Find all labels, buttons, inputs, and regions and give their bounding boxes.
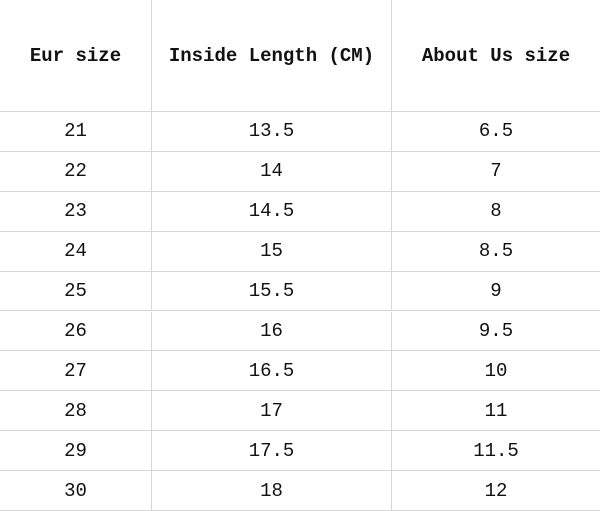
table-cell: 17 [152, 391, 392, 432]
table-cell: 8.5 [392, 232, 600, 272]
table-cell: 25 [0, 271, 152, 312]
table-cell: 29 [0, 431, 152, 472]
table-cell: 17.5 [152, 431, 392, 472]
table-cell: 14 [152, 151, 392, 192]
table-cell: 28 [0, 391, 152, 432]
table-cell: 15.5 [152, 271, 392, 312]
table-cell: 10 [392, 351, 600, 392]
header-cell: Inside Length (CM) [152, 0, 392, 112]
table-cell: 27 [0, 351, 152, 392]
table-cell: 18 [152, 471, 392, 511]
table-cell: 21 [0, 112, 152, 152]
table-cell: 6.5 [392, 112, 600, 152]
table-cell: 15 [152, 231, 392, 272]
table-cell: 14.5 [152, 191, 392, 232]
table-cell: 16 [152, 311, 392, 352]
table-cell: 7 [392, 152, 600, 192]
table-cell: 11 [392, 391, 600, 432]
table-cell: 30 [0, 471, 152, 511]
table-cell: 13.5 [152, 112, 392, 152]
header-cell: About Us size [392, 0, 600, 112]
table-cell: 16.5 [152, 351, 392, 392]
table-cell: 22 [0, 151, 152, 192]
table-cell: 9.5 [392, 312, 600, 352]
table-cell: 12 [392, 471, 600, 511]
table-cell: 11.5 [392, 431, 600, 472]
table-cell: 9 [392, 272, 600, 312]
table-cell: 8 [392, 192, 600, 232]
table-cell: 23 [0, 191, 152, 232]
table-cell: 24 [0, 231, 152, 272]
header-cell: Eur size [0, 0, 152, 112]
table-cell: 26 [0, 311, 152, 352]
